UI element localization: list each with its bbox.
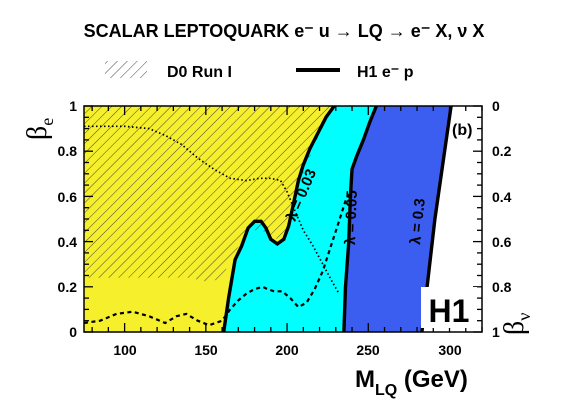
y2-tick-label: 0	[492, 98, 500, 114]
y-tick-label: 0.8	[58, 143, 78, 159]
legend-label-h1: H1 e⁻ p	[357, 64, 414, 81]
x-tick-label: 150	[194, 342, 218, 358]
y-axis-label-right-sub: ν	[514, 313, 534, 321]
region-lambda-0.05	[223, 106, 377, 332]
chart-title: SCALAR LEPTOQUARK e⁻ u → LQ → e⁻ X, ν X	[84, 21, 485, 41]
contour-label-text: λ = 0.05	[342, 190, 361, 245]
x-tick-label: 100	[113, 342, 137, 358]
dashed-curve	[84, 189, 353, 327]
dotted-curve	[84, 125, 340, 295]
legend-swatch-d0	[105, 61, 147, 78]
contour-label-lambda-0.05: λ = 0.05	[342, 190, 361, 245]
y-tick-label: 1	[69, 98, 77, 114]
y-tick-label: 0	[69, 324, 77, 340]
y-axis-label-left: βe	[22, 118, 57, 140]
contour-label-lambda-0.3: λ = 0.3	[407, 198, 429, 246]
x-tick-labels: 100 150 200 250 300	[113, 342, 462, 358]
contour-label-text: λ = 0.3	[407, 198, 429, 246]
x-axis-label: MLQ (GeV)	[355, 366, 468, 399]
y2-tick-label: 0.8	[492, 279, 512, 295]
y-axis-label-right-main: β	[499, 321, 530, 335]
x-axis-label-sub: LQ	[375, 382, 397, 399]
y2-tick-label: 1	[492, 324, 500, 340]
y2-tick-label: 0.4	[492, 189, 512, 205]
y2-tick-label: 0.2	[492, 143, 512, 159]
region-lambda-0.3	[343, 106, 452, 332]
y-tick-labels-right: 1 0.8 0.6 0.4 0.2 0	[492, 98, 512, 340]
contour-lambda-0.05	[342, 106, 378, 332]
x-tick-label: 300	[438, 342, 462, 358]
experiment-label: H1	[429, 293, 470, 329]
y-axis-label-left-main: β	[22, 126, 53, 140]
y-axis-label-left-sub: e	[37, 118, 57, 126]
x-axis-label-main: M	[355, 366, 375, 393]
experiment-label-box	[421, 287, 477, 328]
y-tick-labels-left: 0 0.2 0.4 0.6 0.8 1	[58, 98, 78, 340]
x-axis-label-unit: (GeV)	[397, 366, 468, 393]
plot-area	[84, 106, 482, 332]
y-tick-label: 0.2	[58, 279, 78, 295]
panel-label: (b)	[452, 122, 472, 139]
x-tick-label: 200	[275, 342, 299, 358]
d0-excluded-region	[84, 106, 333, 283]
y-tick-label: 0.6	[58, 189, 78, 205]
y-axis-label-right: βν	[499, 313, 534, 335]
x-tick-label: 250	[356, 342, 380, 358]
legend: D0 Run I H1 e⁻ p	[105, 61, 414, 81]
y2-tick-label: 0.6	[492, 234, 512, 250]
y-tick-label: 0.4	[58, 234, 78, 250]
legend-label-d0: D0 Run I	[167, 64, 232, 81]
contour-lambda-0.03	[222, 106, 336, 332]
